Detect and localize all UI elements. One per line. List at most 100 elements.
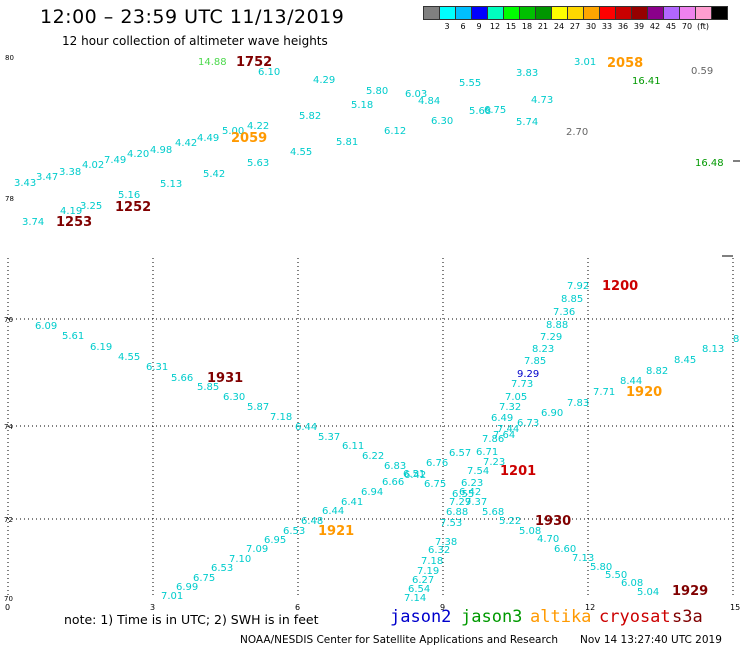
wave-height-label: 7.37 <box>465 497 487 508</box>
wave-height-label: 4.49 <box>197 133 219 144</box>
wave-height-label: 6.75 <box>193 573 215 584</box>
wave-height-label: 6.88 <box>446 507 468 518</box>
wave-height-label: 5.16 <box>118 190 140 201</box>
wave-height-label: 16.48 <box>695 158 724 169</box>
colorbar-label: 12 <box>489 22 501 31</box>
wave-height-label: 7.19 <box>417 566 439 577</box>
wave-height-label: 5.85 <box>197 382 219 393</box>
wave-height-label: 6.22 <box>362 451 384 462</box>
colorbar-swatches <box>423 6 728 20</box>
wave-height-label: 6.53 <box>211 563 233 574</box>
wave-height-label: 5.81 <box>336 137 358 148</box>
wave-height-label: 7.09 <box>246 544 268 555</box>
colorbar-label: 24 <box>553 22 565 31</box>
wave-height-label: 6.49 <box>491 413 513 424</box>
wave-height-label: 7.54 <box>467 466 489 477</box>
wave-height-label: 3.47 <box>36 172 58 183</box>
wave-height-label: 4.42 <box>175 138 197 149</box>
wave-height-label: 8.85 <box>561 294 583 305</box>
wave-height-label: 7.85 <box>524 356 546 367</box>
wave-height-label: 6.44 <box>295 422 317 433</box>
top-panel-marks: 14.88 6.10 4.29 5.80 6.034.84 5.55 3.83 3.01 16.… <box>14 55 724 230</box>
wave-height-label: 6.12 <box>384 126 406 137</box>
wave-height-label: 6.75 <box>424 479 446 490</box>
colorbar-label: 18 <box>521 22 533 31</box>
wave-height-label: 6.90 <box>541 408 563 419</box>
wave-height-label: 5.50 <box>605 570 627 581</box>
wave-height-label: 4.02 <box>82 160 104 171</box>
wave-height-label: 3.38 <box>59 167 81 178</box>
wave-height-label: 6.42 <box>459 487 481 498</box>
wave-height-label: 6.30 <box>431 116 453 127</box>
wave-height-label: 14.88 <box>198 57 227 68</box>
wave-height-label: 9.29 <box>517 369 539 380</box>
y-axis-label: 70 <box>4 595 13 603</box>
legend-cryosat: cryosat <box>599 607 671 627</box>
wave-height-label: 3.74 <box>22 217 44 228</box>
pass-time-label: 1921 <box>318 524 354 539</box>
wave-height-label: 8.13 <box>702 344 724 355</box>
wave-height-label: 7.18 <box>421 556 443 567</box>
wave-height-label: 7.23 <box>483 457 505 468</box>
wave-height-label: 5.55 <box>459 78 481 89</box>
wave-height-label: 6.55 <box>452 489 474 500</box>
bottom-panel-marks: 6.095.616.194.556.315.665.856.305.877.18… <box>35 279 739 604</box>
wave-height-label: 5.04 <box>637 587 659 598</box>
legend-s3a: s3a <box>672 607 703 627</box>
wave-height-label: 6.19 <box>90 342 112 353</box>
wave-height-label: 7.01 <box>161 591 183 602</box>
wave-height-label: 0.59 <box>691 66 713 77</box>
wave-height-label: 7.44 <box>497 424 519 435</box>
y-axis-label: 76 <box>4 316 13 324</box>
top-y-label: 78 <box>5 195 14 203</box>
colorbar-label: 15 <box>505 22 517 31</box>
wave-height-label: 6.94 <box>361 487 383 498</box>
wave-height-label: 7.29 <box>449 497 471 508</box>
wave-height-label: 7.53 <box>440 518 462 529</box>
wave-height-label: 6.23 <box>461 478 483 489</box>
wave-height-label: 5.68 <box>482 507 504 518</box>
wave-height-label: 7.73 <box>511 379 533 390</box>
wave-height-label: 5.74 <box>516 117 538 128</box>
map-subtitle: 12 hour collection of altimeter wave hei… <box>62 34 328 48</box>
wave-height-label: 6.75 <box>484 105 506 116</box>
colorbar-swatch <box>711 6 728 20</box>
wave-height-label: 7.29 <box>540 332 562 343</box>
wave-height-label: 6.48 <box>301 516 323 527</box>
wave-height-label: 7.38 <box>435 537 457 548</box>
wave-height-label: 6.51 <box>403 469 425 480</box>
wave-height-label: 4.19 <box>60 206 82 217</box>
wave-height-label: 4.29 <box>313 75 335 86</box>
wave-height-label: 3.01 <box>574 57 596 68</box>
wave-height-label: 4.22 <box>247 121 269 132</box>
wave-height-label: 6.73 <box>517 418 539 429</box>
wave-height-label: 4.55 <box>290 147 312 158</box>
wave-height-label: 7.36 <box>553 307 575 318</box>
colorbar-label: 45 <box>665 22 677 31</box>
wave-height-label: 6.10 <box>258 67 280 78</box>
legend-altika: altika <box>530 607 592 627</box>
wave-height-label: 8.88 <box>546 320 568 331</box>
colorbar-label: 3 <box>444 22 450 31</box>
wave-height-label: 7.92 <box>567 281 589 292</box>
wave-height-label: 7.49 <box>104 155 126 166</box>
colorbar-label: 6 <box>460 22 466 31</box>
pass-time-label: 1931 <box>207 371 243 386</box>
pass-time-label: 1929 <box>672 584 708 599</box>
wave-height-label: 6.99 <box>176 582 198 593</box>
wave-height-label: 6.03 <box>405 89 427 100</box>
wave-height-label: 7.83 <box>567 398 589 409</box>
wave-height-label: 5.80 <box>590 562 612 573</box>
pass-time-label: 1920 <box>626 385 662 400</box>
wave-height-label: 5.63 <box>247 158 269 169</box>
legend-jason2: jason2 <box>390 607 452 627</box>
wave-height-label: 5.18 <box>351 100 373 111</box>
colorbar-label: (ft) <box>696 22 710 31</box>
wave-height-label: 6.71 <box>476 447 498 458</box>
wave-height-label: 6.41 <box>341 497 363 508</box>
wave-height-label: 6.31 <box>146 362 168 373</box>
colorbar-label: 9 <box>476 22 482 31</box>
wave-height-label: 5.08 <box>519 526 541 537</box>
y-axis-label: 74 <box>4 423 13 431</box>
